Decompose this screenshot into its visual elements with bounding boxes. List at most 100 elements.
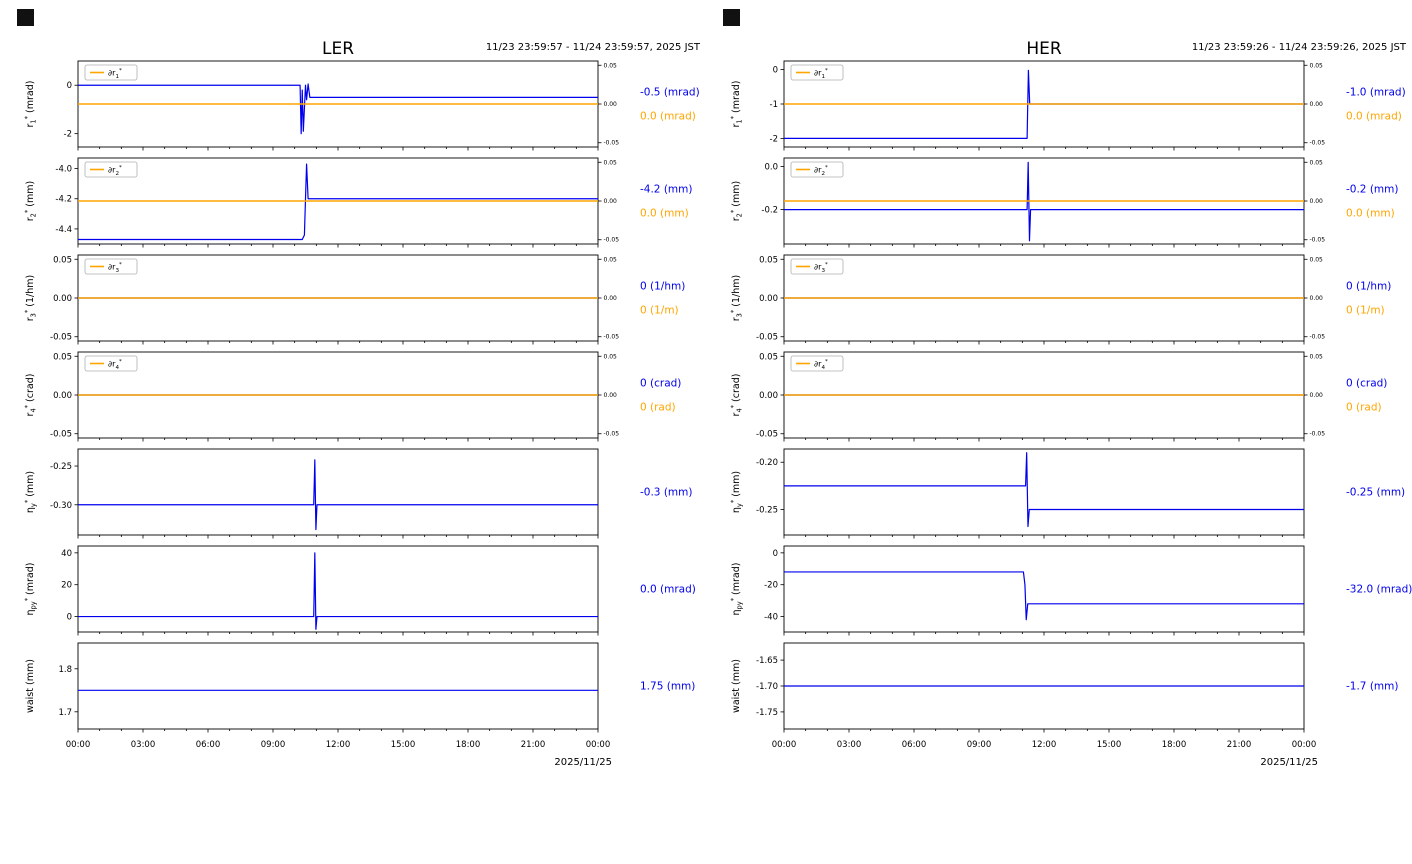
- legend-label: ∂r3*: [108, 262, 122, 274]
- legend: ∂r2*: [84, 161, 138, 178]
- y-tick-label: 0.00: [53, 391, 72, 401]
- value-annotation: 0 (rad): [1346, 401, 1382, 413]
- legend-label: ∂r3*: [814, 262, 828, 274]
- subplot-ler-2: -4.0 -4.2 -4.4 0.05 0.00 -0.05 ∂r2* r2* (mm) -4.…: [24, 157, 692, 248]
- x-ticks: [77, 632, 599, 636]
- x-ticks: [783, 244, 1305, 248]
- subplot-ler-5: -0.25 -0.30 ηy* (mm) -0.3 (mm): [24, 448, 692, 539]
- y-axis-label: ηy* (mm): [24, 471, 38, 513]
- value-annotation: -0.25 (mm): [1346, 486, 1405, 498]
- y-axis-label: r1* (mrad): [24, 81, 38, 128]
- legend-box: [84, 258, 138, 275]
- y-ticks-right: 0.05 0.00 -0.05: [1304, 159, 1326, 244]
- right-tick-label: -0.05: [1310, 431, 1326, 438]
- y-axis-label: waist (mm): [25, 659, 36, 713]
- right-tick-label: 0.05: [604, 62, 618, 69]
- right-tick-label: 0.05: [604, 256, 618, 263]
- corner-marker: [723, 9, 740, 26]
- value-annotation: 0 (1/m): [640, 304, 679, 316]
- value-annotation: -0.3 (mm): [640, 486, 692, 498]
- right-tick-label: 0.00: [1310, 392, 1324, 399]
- x-tick-label: 18:00: [1162, 740, 1187, 750]
- right-tick-label: 0.05: [1310, 159, 1324, 166]
- y-tick-label: -1.70: [756, 682, 778, 692]
- legend-box: [790, 64, 844, 81]
- y-ticks-left: 0 -1 -2: [770, 66, 784, 144]
- date-row-ler: 2025/11/25: [554, 757, 612, 768]
- value-annotation: 0 (crad): [640, 377, 681, 389]
- series-blue: [784, 571, 1304, 621]
- time-range-her: 11/23 23:59:26 - 11/24 23:59:26, 2025 JS…: [1191, 42, 1406, 53]
- y-ticks-left: -1.65 -1.70 -1.75: [756, 656, 784, 718]
- y-axis-label: r1* (mrad): [730, 81, 744, 128]
- y-tick-label: 0.05: [759, 352, 778, 362]
- plot-border: [783, 545, 1305, 633]
- y-ticks-right: 0.05 0.00 -0.05: [598, 256, 619, 341]
- plot-border: [77, 448, 599, 536]
- right-tick-label: -0.05: [1310, 334, 1326, 341]
- right-tick-label: 0.00: [604, 392, 618, 399]
- y-tick-label: -0.05: [50, 430, 72, 440]
- y-tick-label: -2: [770, 134, 778, 144]
- value-annotation: 0.0 (mrad): [640, 110, 696, 122]
- y-tick-label: -1.75: [756, 708, 778, 718]
- y-axis-label: waist (mm): [731, 659, 742, 713]
- y-tick-label: -0.05: [50, 333, 72, 343]
- x-tick-label: 12:00: [326, 740, 351, 750]
- right-tick-label: 0.00: [1310, 198, 1324, 205]
- y-tick-label: -0.2: [761, 206, 778, 216]
- right-tick-label: -0.05: [604, 431, 620, 438]
- y-ticks-left: 0 -2: [64, 81, 78, 140]
- x-axis-labels-her: 00:00 03:00 06:00 09:00 12:00 15:00 18:00 21:00…: [772, 740, 1317, 750]
- x-tick-label: 09:00: [967, 740, 992, 750]
- right-tick-label: -0.05: [1310, 237, 1326, 244]
- y-tick-label: -1.65: [756, 656, 778, 666]
- value-annotation: 0 (1/hm): [640, 280, 685, 292]
- y-tick-label: 0: [773, 66, 778, 76]
- subplot-her-1: 0 -1 -2 0.05 0.00 -0.05 ∂r1* r1* (mrad) -1.0 (mr…: [730, 60, 1406, 151]
- legend: ∂r4*: [790, 355, 844, 372]
- x-axis-date-label: 2025/11/25: [1260, 757, 1318, 768]
- plot-border: [783, 448, 1305, 536]
- series-blue: [78, 163, 598, 241]
- legend-box: [790, 355, 844, 372]
- y-tick-label: -0.25: [756, 505, 778, 515]
- x-tick-label: 09:00: [261, 740, 286, 750]
- x-ticks: [783, 729, 1305, 733]
- y-ticks-right: 0.05 0.00 -0.05: [1304, 62, 1325, 147]
- legend-box: [790, 161, 844, 178]
- y-ticks-left: 0.0 -0.2: [761, 163, 784, 216]
- right-tick-label: 0.00: [604, 295, 618, 302]
- corner-marker: [17, 9, 34, 26]
- y-tick-label: 40: [61, 549, 72, 559]
- x-tick-label: 21:00: [521, 740, 546, 750]
- subplot-her-2: 0.0 -0.2 0.05 0.00 -0.05 ∂r2* r2* (mm) -0.2 (mm…: [730, 157, 1398, 248]
- right-tick-label: 0.00: [1310, 101, 1324, 108]
- right-tick-label: 0.00: [604, 198, 618, 205]
- y-tick-label: 0.05: [759, 255, 778, 265]
- y-tick-label: -4.2: [55, 195, 72, 205]
- x-axis-date-label: 2025/11/25: [554, 757, 612, 768]
- series-blue: [78, 83, 598, 135]
- y-tick-label: 1.7: [58, 708, 72, 718]
- y-tick-label: -1: [770, 100, 778, 110]
- subplot-ler-4: 0.05 0.00 -0.05 0.05 0.00 -0.05 ∂r4* r4* (crad)…: [24, 351, 681, 442]
- legend-box: [790, 258, 844, 275]
- legend-label: ∂r1*: [814, 68, 828, 80]
- y-ticks-left: -0.25 -0.30: [50, 462, 78, 511]
- time-range-ler: 11/23 23:59:57 - 11/24 23:59:57, 2025 JS…: [485, 42, 700, 53]
- x-ticks: [77, 341, 599, 345]
- legend-box: [84, 355, 138, 372]
- y-axis-label: r4* (crad): [730, 374, 744, 417]
- right-tick-label: 0.05: [1310, 256, 1324, 263]
- legend-box: [84, 64, 138, 81]
- x-tick-label: 00:00: [66, 740, 91, 750]
- x-ticks: [783, 438, 1305, 442]
- right-tick-label: 0.05: [604, 353, 618, 360]
- subplot-ler-7: 1.8 1.7 waist (mm) 1.75 (mm): [25, 642, 695, 733]
- y-tick-label: -4.0: [55, 165, 72, 175]
- right-tick-label: 0.05: [1310, 62, 1324, 69]
- x-tick-label: 18:00: [456, 740, 481, 750]
- y-ticks-right: 0.05 0.00 -0.05: [1304, 353, 1326, 438]
- y-tick-label: -0.30: [50, 501, 72, 511]
